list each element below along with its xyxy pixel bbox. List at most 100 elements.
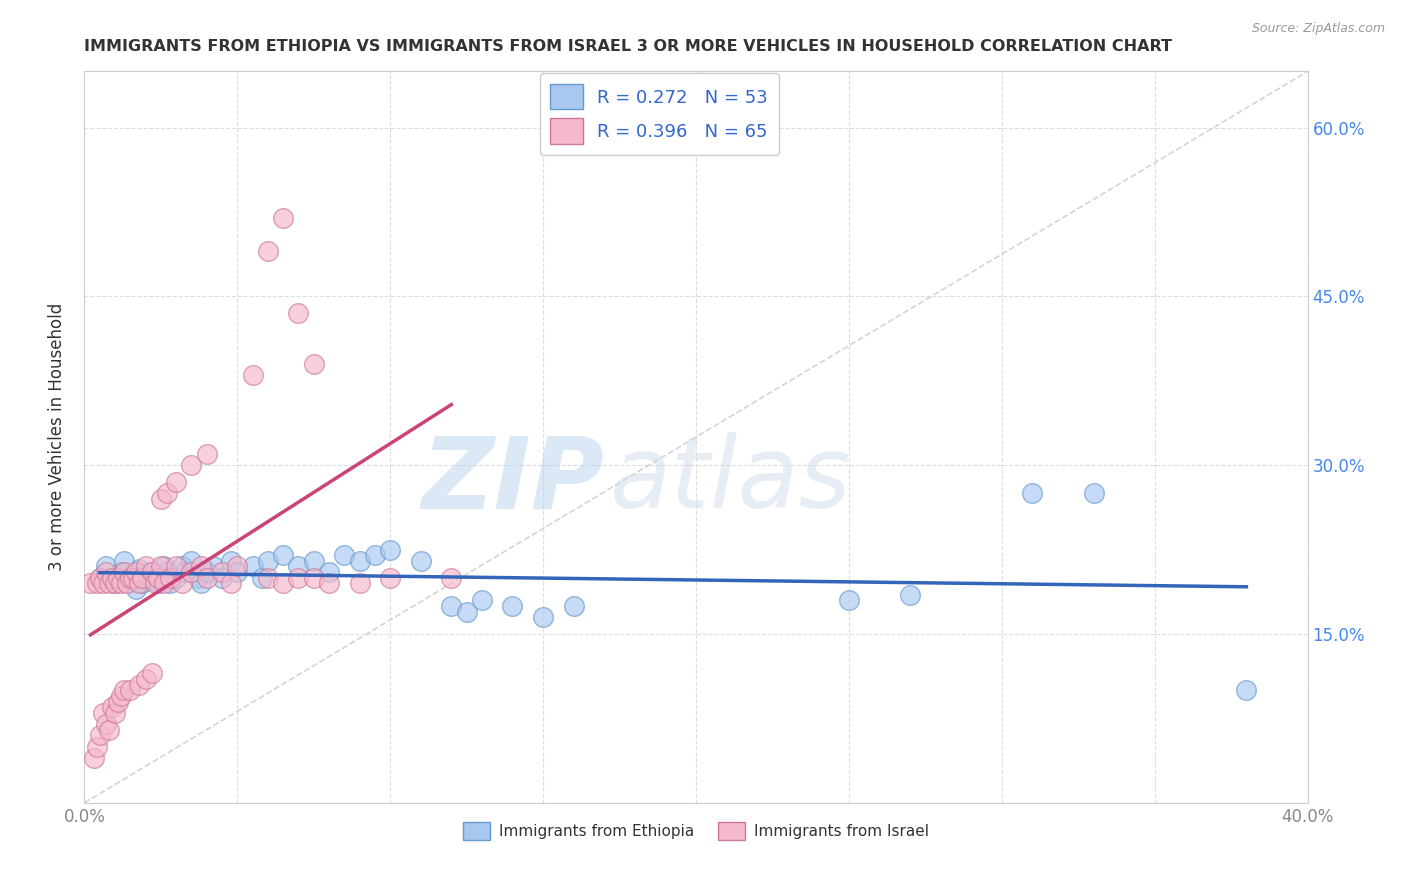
Point — [898, 588, 921, 602]
Point — [250, 571, 273, 585]
Point — [131, 576, 153, 591]
Point — [165, 475, 187, 489]
Point — [112, 683, 135, 698]
Point — [257, 244, 280, 259]
Point — [153, 576, 176, 591]
Point — [138, 565, 160, 579]
Point — [79, 576, 101, 591]
Point — [128, 576, 150, 591]
Point — [120, 571, 142, 585]
Point — [226, 559, 249, 574]
Point — [172, 576, 194, 591]
Point — [531, 610, 554, 624]
Point — [302, 554, 325, 568]
Point — [1236, 683, 1258, 698]
Point — [1021, 486, 1043, 500]
Point — [409, 554, 432, 568]
Point — [89, 571, 111, 585]
Point — [257, 554, 280, 568]
Point — [271, 548, 294, 562]
Y-axis label: 3 or more Vehicles in Household: 3 or more Vehicles in Household — [48, 303, 66, 571]
Point — [195, 571, 218, 585]
Point — [257, 571, 280, 585]
Point — [94, 565, 117, 579]
Point — [94, 559, 117, 574]
Point — [333, 548, 356, 562]
Point — [112, 554, 135, 568]
Point — [135, 559, 157, 574]
Point — [104, 576, 127, 591]
Point — [502, 599, 524, 613]
Point — [174, 565, 197, 579]
Point — [128, 678, 150, 692]
Point — [141, 573, 163, 587]
Point — [89, 571, 111, 585]
Text: IMMIGRANTS FROM ETHIOPIA VS IMMIGRANTS FROM ISRAEL 3 OR MORE VEHICLES IN HOUSEHO: IMMIGRANTS FROM ETHIOPIA VS IMMIGRANTS F… — [84, 38, 1173, 54]
Point — [159, 571, 181, 585]
Point — [156, 565, 179, 579]
Point — [101, 700, 124, 714]
Point — [159, 576, 181, 591]
Point — [143, 576, 166, 591]
Point — [190, 576, 212, 591]
Point — [287, 559, 309, 574]
Point — [131, 571, 153, 585]
Point — [110, 689, 132, 703]
Point — [94, 717, 117, 731]
Point — [562, 599, 585, 613]
Point — [226, 565, 249, 579]
Point — [156, 486, 179, 500]
Point — [180, 565, 202, 579]
Point — [141, 565, 163, 579]
Point — [141, 666, 163, 681]
Point — [180, 458, 202, 473]
Point — [83, 751, 105, 765]
Point — [190, 559, 212, 574]
Point — [180, 554, 202, 568]
Point — [122, 571, 145, 585]
Point — [112, 565, 135, 579]
Point — [172, 559, 194, 574]
Point — [242, 559, 264, 574]
Point — [271, 211, 294, 225]
Point — [120, 573, 142, 587]
Point — [149, 491, 172, 506]
Point — [104, 576, 127, 591]
Point — [380, 571, 402, 585]
Text: Source: ZipAtlas.com: Source: ZipAtlas.com — [1251, 22, 1385, 36]
Point — [242, 368, 264, 383]
Point — [195, 447, 218, 461]
Point — [456, 605, 478, 619]
Point — [1083, 486, 1105, 500]
Point — [186, 571, 208, 585]
Point — [471, 593, 494, 607]
Point — [86, 739, 108, 754]
Point — [143, 568, 166, 582]
Point — [195, 565, 218, 579]
Point — [97, 723, 120, 737]
Point — [149, 559, 172, 574]
Legend: Immigrants from Ethiopia, Immigrants from Israel: Immigrants from Ethiopia, Immigrants fro… — [457, 815, 935, 847]
Point — [271, 576, 294, 591]
Point — [219, 554, 242, 568]
Point — [380, 542, 402, 557]
Point — [110, 565, 132, 579]
Point — [219, 576, 242, 591]
Point — [97, 576, 120, 591]
Point — [135, 571, 157, 585]
Point — [364, 548, 387, 562]
Point — [122, 568, 145, 582]
Point — [86, 576, 108, 591]
Point — [318, 565, 340, 579]
Point — [91, 576, 114, 591]
Point — [211, 565, 233, 579]
Point — [107, 571, 129, 585]
Point — [125, 565, 148, 579]
Point — [440, 571, 463, 585]
Point — [104, 706, 127, 720]
Point — [349, 576, 371, 591]
Text: ZIP: ZIP — [422, 433, 605, 530]
Point — [201, 559, 224, 574]
Point — [287, 571, 309, 585]
Point — [349, 554, 371, 568]
